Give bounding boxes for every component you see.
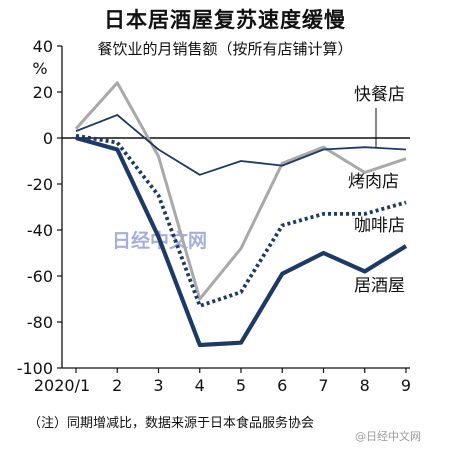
chart-subtitle: 餐饮业的月销售额（按所有店铺计算） xyxy=(97,40,353,58)
series-line-烤肉店 xyxy=(74,81,407,301)
y-tick-label: 0 xyxy=(43,129,53,148)
x-tick-label: 6 xyxy=(277,376,287,395)
y-axis-unit: % xyxy=(32,59,47,78)
watermark-corner-text: @日经中文网 xyxy=(355,429,421,443)
series-line-居酒屋 xyxy=(75,135,408,348)
chart-title: 日本居酒屋复苏速度缓慢 xyxy=(104,8,346,32)
y-tick-label: -60 xyxy=(27,267,53,286)
series-line-咖啡店 xyxy=(75,133,407,308)
series-label-烤肉店: 烤肉店 xyxy=(348,172,399,192)
x-tick-label: 2 xyxy=(112,376,122,395)
y-tick-label: -40 xyxy=(27,221,53,240)
x-tick-label: 5 xyxy=(236,376,246,395)
y-tick-label: -20 xyxy=(27,175,53,194)
x-tick-label: 2020/1 xyxy=(34,376,90,395)
series-label-咖啡店: 咖啡店 xyxy=(354,216,405,236)
x-tick-label: 4 xyxy=(195,376,205,395)
series-line-快餐店 xyxy=(75,114,407,176)
y-tick-label: 20 xyxy=(33,83,53,102)
y-tick-label: 40 xyxy=(33,37,53,56)
x-tick-label: 9 xyxy=(401,376,411,395)
chart-footnote: （注）同期增减比，数据来源于日本食品服务协会 xyxy=(28,416,315,431)
x-tick-label: 3 xyxy=(153,376,163,395)
y-tick-label: -80 xyxy=(27,313,53,332)
y-tick-label: -100 xyxy=(17,359,53,378)
series-label-快餐店: 快餐店 xyxy=(354,85,405,105)
x-tick-label: 7 xyxy=(318,376,328,395)
x-tick-label: 8 xyxy=(360,376,370,395)
series-label-居酒屋: 居酒屋 xyxy=(354,276,405,296)
